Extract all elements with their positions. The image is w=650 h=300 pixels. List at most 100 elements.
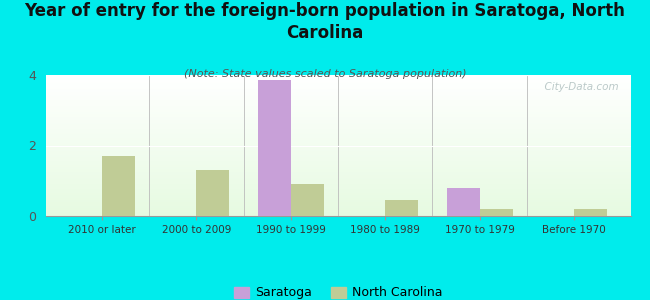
Bar xyxy=(46,105,630,106)
Bar xyxy=(46,143,630,144)
Bar xyxy=(46,140,630,141)
Bar xyxy=(46,179,630,181)
Bar xyxy=(46,107,630,109)
Bar xyxy=(46,194,630,195)
Bar xyxy=(46,122,630,123)
Bar xyxy=(46,181,630,182)
Bar xyxy=(46,169,630,171)
Bar xyxy=(46,126,630,127)
Bar xyxy=(46,148,630,150)
Bar xyxy=(46,98,630,99)
Bar xyxy=(46,75,630,76)
Bar xyxy=(46,81,630,82)
Bar xyxy=(46,213,630,214)
Bar xyxy=(46,158,630,160)
Bar xyxy=(46,167,630,168)
Bar xyxy=(46,89,630,91)
Bar xyxy=(46,184,630,185)
Bar xyxy=(46,199,630,200)
Bar xyxy=(480,209,513,216)
Bar xyxy=(46,154,630,155)
Bar xyxy=(46,209,630,210)
Text: (Note: State values scaled to Saratoga population): (Note: State values scaled to Saratoga p… xyxy=(184,69,466,79)
Bar xyxy=(46,160,630,161)
Bar xyxy=(385,200,418,216)
Bar xyxy=(46,86,630,88)
Bar xyxy=(46,210,630,212)
Bar xyxy=(46,192,630,194)
Bar xyxy=(46,85,630,86)
Bar xyxy=(46,151,630,152)
Bar xyxy=(46,212,630,213)
Bar xyxy=(46,188,630,189)
Bar xyxy=(46,115,630,116)
Bar xyxy=(46,171,630,172)
Bar xyxy=(46,172,630,174)
Bar xyxy=(46,190,630,192)
Bar xyxy=(46,175,630,176)
Bar xyxy=(46,157,630,158)
Bar xyxy=(46,198,630,199)
Bar xyxy=(196,170,229,216)
Bar xyxy=(46,123,630,124)
Bar xyxy=(574,209,607,216)
Bar xyxy=(46,110,630,112)
Bar xyxy=(46,165,630,166)
Bar xyxy=(46,92,630,93)
Bar xyxy=(46,195,630,196)
Bar xyxy=(46,78,630,79)
Bar xyxy=(46,113,630,115)
Bar xyxy=(46,152,630,154)
Bar xyxy=(46,116,630,117)
Bar xyxy=(46,102,630,103)
Bar xyxy=(46,205,630,206)
Bar xyxy=(46,176,630,178)
Bar xyxy=(46,189,630,190)
Bar xyxy=(46,161,630,162)
Bar xyxy=(46,130,630,131)
Bar xyxy=(46,203,630,205)
Bar xyxy=(46,168,630,170)
Bar xyxy=(46,91,630,92)
Bar xyxy=(46,208,630,209)
Bar xyxy=(46,95,630,96)
Bar xyxy=(46,164,630,165)
Bar xyxy=(447,188,480,216)
Bar xyxy=(46,93,630,95)
Bar xyxy=(46,103,630,105)
Text: Year of entry for the foreign-born population in Saratoga, North
Carolina: Year of entry for the foreign-born popul… xyxy=(25,2,625,42)
Bar xyxy=(46,150,630,151)
Bar xyxy=(46,76,630,78)
Bar xyxy=(46,131,630,133)
Bar xyxy=(46,185,630,186)
Bar xyxy=(46,138,630,140)
Bar xyxy=(258,80,291,216)
Bar xyxy=(46,79,630,81)
Bar xyxy=(46,206,630,208)
Bar xyxy=(46,202,630,203)
Bar xyxy=(46,100,630,102)
Bar xyxy=(46,120,630,122)
Bar xyxy=(46,124,630,126)
Bar xyxy=(46,109,630,110)
Bar xyxy=(102,156,135,216)
Bar xyxy=(46,174,630,175)
Legend: Saratoga, North Carolina: Saratoga, North Carolina xyxy=(229,281,447,300)
Bar xyxy=(46,119,630,120)
Bar xyxy=(46,137,630,138)
Bar xyxy=(46,141,630,143)
Bar xyxy=(46,99,630,100)
Bar xyxy=(46,83,630,85)
Bar xyxy=(46,178,630,179)
Bar xyxy=(46,133,630,134)
Bar xyxy=(291,184,324,216)
Bar xyxy=(46,129,630,130)
Bar xyxy=(46,200,630,202)
Bar xyxy=(46,88,630,89)
Bar xyxy=(46,186,630,188)
Bar xyxy=(46,82,630,83)
Bar xyxy=(46,146,630,147)
Text: City-Data.com: City-Data.com xyxy=(538,82,619,92)
Bar xyxy=(46,155,630,157)
Bar xyxy=(46,144,630,146)
